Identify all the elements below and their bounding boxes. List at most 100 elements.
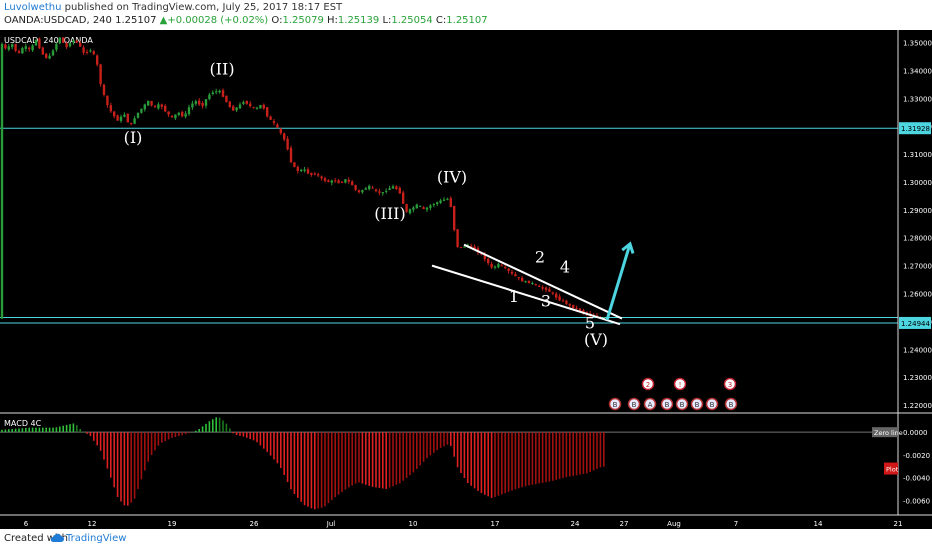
axes: 1.350001.340001.330001.320001.310001.300… <box>0 30 932 528</box>
candle-body <box>177 112 180 115</box>
candle-body <box>164 105 167 112</box>
author-link[interactable]: Luvolwethu <box>4 2 62 13</box>
candle-body <box>48 55 51 59</box>
macd-histogram-bar <box>8 429 10 433</box>
candle-body <box>327 180 330 183</box>
time-tick-label: 6 <box>24 520 29 528</box>
candle-body <box>198 100 201 105</box>
macd-histogram-bar <box>69 424 71 433</box>
macd-histogram-bar <box>59 426 61 433</box>
macd-tick-label: -0.0020 <box>903 452 930 460</box>
tradingview-link[interactable]: TradingView <box>66 533 127 544</box>
candle-body <box>245 100 248 104</box>
candle-body <box>279 128 282 134</box>
macd-histogram-bar <box>242 432 245 437</box>
macd-histogram-bar <box>341 432 343 493</box>
macd-histogram-bar <box>106 432 109 469</box>
candle-body <box>289 147 293 163</box>
event-badge-icon <box>641 377 655 391</box>
macd-histogram-bar <box>161 432 163 443</box>
candle-body <box>286 138 289 150</box>
candle-body <box>473 246 476 250</box>
candle-body <box>419 205 422 207</box>
macd-histogram-bar <box>439 432 442 448</box>
macd-histogram-bar <box>603 432 605 467</box>
macd-histogram-bar <box>320 432 323 508</box>
price-tick-label: 1.34000 <box>903 67 932 75</box>
macd-histogram-bar <box>1 429 3 433</box>
macd-histogram-bar <box>467 432 469 484</box>
candle-body <box>578 308 582 312</box>
low-value: 1.25054 <box>391 15 433 26</box>
macd-histogram-bar <box>433 432 435 453</box>
candle-body <box>572 304 575 309</box>
candle-body <box>211 92 214 94</box>
candle-body <box>238 104 242 109</box>
macd-histogram-bar <box>545 432 547 483</box>
candle-body <box>283 133 286 140</box>
price-level-tag <box>899 122 931 135</box>
candle-body <box>276 124 279 128</box>
macd-histogram-bar <box>133 432 136 499</box>
economic-event-label: B <box>632 401 637 409</box>
candle-body <box>531 282 534 284</box>
macd-histogram-bar <box>579 432 581 475</box>
candle-body <box>228 101 231 108</box>
macd-histogram-bar <box>337 432 340 495</box>
wave-label: 5 <box>585 314 595 333</box>
candle-body <box>194 101 197 104</box>
candle-body <box>500 265 503 267</box>
last-price: 1.25107 <box>115 15 157 26</box>
candle-body <box>453 205 456 231</box>
candle-body <box>568 304 571 306</box>
candle-body <box>174 114 177 119</box>
macd-histogram-bar <box>375 432 377 488</box>
macd-pane[interactable]: MACD 4C <box>0 417 898 510</box>
macd-histogram-bar <box>147 432 149 462</box>
macd-histogram-bar <box>518 432 520 489</box>
economic-event-icon <box>660 397 674 411</box>
economic-event-icon <box>705 397 719 411</box>
ohlc-line: OANDA:USDCAD, 240 1.25107 ▲+0.00028 (+0.… <box>4 15 488 26</box>
macd-histogram-bar <box>18 428 20 433</box>
macd-histogram-bar <box>412 432 415 473</box>
macd-histogram-bar <box>52 427 54 433</box>
macd-histogram-bar <box>266 432 268 452</box>
candle-body <box>582 310 585 313</box>
macd-histogram-bar <box>76 425 78 433</box>
economic-event-label: B <box>695 401 700 409</box>
economic-event-icon <box>675 397 689 411</box>
candle-body <box>527 280 531 284</box>
macd-histogram-bar <box>524 432 527 487</box>
candle-body <box>75 40 78 43</box>
macd-histogram-bar <box>497 432 500 496</box>
candle-body <box>300 169 303 172</box>
candle-body <box>126 113 129 123</box>
candle-body <box>82 47 85 53</box>
macd-histogram-bar <box>297 432 299 498</box>
price-level-label: 1.24944 <box>901 320 930 328</box>
macd-histogram-bar <box>167 432 170 440</box>
candle-body <box>391 186 395 189</box>
price-pane[interactable]: USDCAD, 240, OANDA <box>0 36 898 324</box>
candle-body <box>442 199 446 201</box>
candle-body <box>459 246 463 248</box>
macd-histogram-bar <box>596 432 598 469</box>
candle-body <box>123 114 126 117</box>
macd-histogram-bar <box>191 431 194 433</box>
breakout-arrow-shaft <box>605 243 632 321</box>
time-tick-label: Aug <box>667 520 681 528</box>
chart-canvas[interactable]: USDCAD, 240, OANDA MACD 4C 1.35000 1.3400… <box>0 30 932 529</box>
candle-body <box>157 104 160 109</box>
candle-body <box>55 43 58 50</box>
economic-event-label: B <box>680 401 685 409</box>
candle-body <box>204 99 208 106</box>
macd-histogram-bar <box>280 432 282 468</box>
macd-histogram-bar <box>317 432 319 509</box>
candle-body <box>483 253 486 260</box>
candle-body <box>31 45 34 51</box>
candle-body <box>538 285 541 287</box>
macd-histogram-bar <box>89 432 92 437</box>
price-tick-label: 1.33000 <box>903 95 932 103</box>
macd-histogram-bar <box>450 432 452 447</box>
